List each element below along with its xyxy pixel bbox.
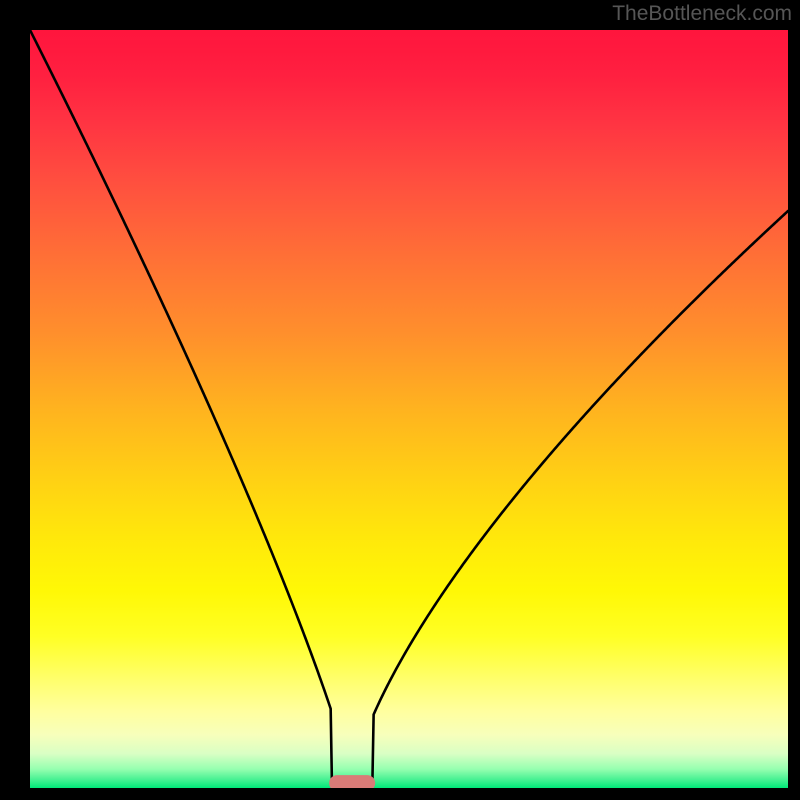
optimal-marker [329,775,375,788]
bottleneck-chart [30,30,788,788]
gradient-background [30,30,788,788]
outer-frame: TheBottleneck.com [0,0,800,800]
plot-area [30,30,788,788]
watermark-text: TheBottleneck.com [612,2,792,26]
